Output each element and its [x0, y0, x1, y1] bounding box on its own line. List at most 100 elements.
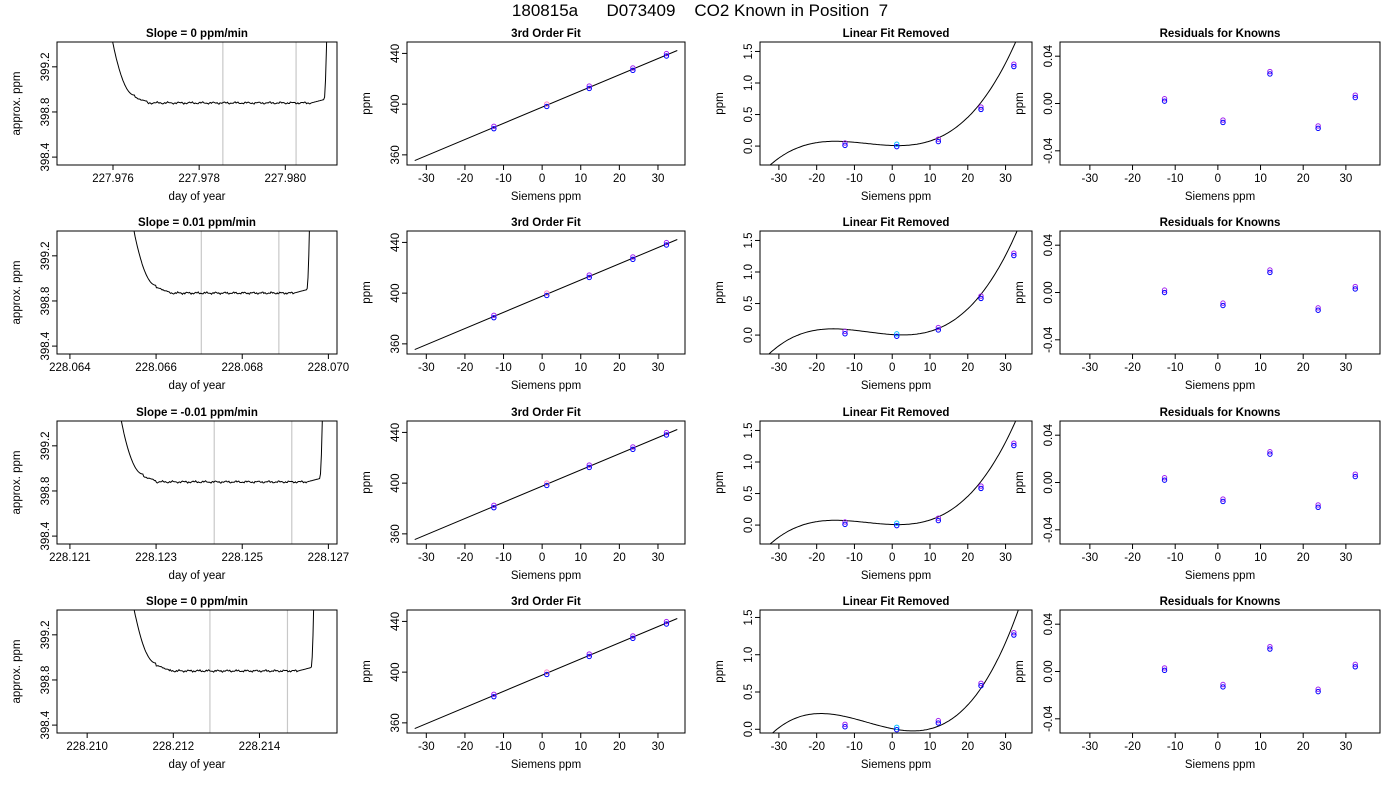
data-point [1161, 477, 1168, 483]
data-point [586, 462, 592, 468]
data-point [935, 324, 942, 331]
y-tick-label: 398.8 [40, 287, 52, 316]
data-point [1220, 302, 1226, 309]
y-tick-label: -0.04 [1043, 326, 1055, 353]
y-tick-label: 399.2 [40, 241, 52, 270]
x-tick-label: -30 [771, 362, 788, 374]
y-axis-label: ppm [714, 660, 726, 682]
data-point [544, 671, 550, 678]
y-tick-label: 440 [390, 233, 402, 252]
panel-title: Linear Fit Removed [843, 28, 950, 40]
x-tick-label: 228.064 [49, 362, 91, 374]
y-tick-label: 398.8 [40, 666, 52, 695]
y-tick-label: 0.04 [1043, 44, 1055, 67]
data-point [1220, 119, 1226, 126]
data-point [663, 621, 670, 627]
y-tick-label: 0.00 [1043, 471, 1055, 493]
x-tick-label: 227.978 [178, 173, 220, 185]
x-tick-label: 228.214 [239, 741, 281, 753]
chart-panel: 3rd Order Fit -30 -20 -10 0 10 20 30 360 400 440 Si… [361, 407, 686, 582]
x-axis-label: Siemens ppm [1185, 570, 1255, 582]
data-point [1011, 442, 1017, 449]
x-tick-label: 228.210 [66, 741, 108, 753]
x-tick-label: 30 [652, 741, 665, 753]
x-tick-label: 20 [961, 552, 974, 564]
data-point [663, 50, 670, 57]
plot-frame [406, 41, 686, 166]
y-tick-label: 0.00 [1043, 92, 1055, 114]
data-point [544, 103, 550, 110]
x-axis-label: Siemens ppm [511, 570, 581, 582]
panel-title: Linear Fit Removed [843, 596, 950, 608]
data-point [978, 683, 984, 689]
data-point [630, 444, 636, 450]
data-point [1315, 504, 1321, 511]
x-tick-label: 10 [1254, 173, 1267, 185]
data-point [1267, 643, 1273, 650]
x-axis-label: day of year [169, 759, 226, 771]
data-point [1011, 63, 1017, 70]
x-tick-label: 30 [652, 362, 665, 374]
chart-panel: Slope = 0 ppm/min 227.976 227.978 227.980 39… [11, 28, 338, 203]
x-tick-label: 10 [574, 362, 587, 374]
x-tick-label: -10 [846, 362, 863, 374]
data-point [935, 327, 942, 333]
chart-panel: 3rd Order Fit -30 -20 -10 0 10 20 30 360 400 440 Si… [361, 28, 686, 203]
y-tick-label: 398.4 [40, 521, 52, 550]
data-point [544, 480, 550, 486]
data-point [491, 125, 497, 132]
chart-panel: Slope = 0 ppm/min 228.210 228.212 228.214 39… [11, 596, 338, 771]
y-tick-label: 360 [390, 334, 402, 353]
x-tick-label: 10 [1254, 362, 1267, 374]
x-tick-label: -10 [846, 741, 863, 753]
y-tick-label: 360 [390, 524, 402, 543]
panel-title: 3rd Order Fit [511, 596, 581, 608]
plot-area [133, 231, 310, 354]
trace-line [120, 421, 323, 484]
data-point [935, 717, 942, 724]
x-tick-label: 0 [1215, 741, 1221, 753]
plot-frame [56, 609, 338, 734]
y-tick-label: 0.0 [743, 721, 755, 737]
plot-frame [759, 230, 1033, 355]
y-tick-label: 400 [390, 95, 402, 114]
y-tick-label: 1.0 [743, 264, 755, 280]
data-point [978, 293, 984, 299]
data-point [1315, 502, 1321, 508]
data-point [1352, 661, 1358, 668]
plot-frame [1059, 41, 1381, 166]
data-point [1315, 305, 1321, 311]
fit-curve [769, 42, 1017, 165]
y-axis-label: ppm [361, 281, 373, 303]
y-tick-label: 0.0 [743, 327, 755, 343]
data-point [1315, 686, 1321, 692]
y-axis-label: ppm [1014, 281, 1026, 303]
x-tick-label: 20 [1297, 552, 1310, 564]
y-tick-label: 398.4 [40, 331, 52, 360]
plot-area [120, 421, 323, 544]
trace-line [112, 42, 328, 105]
x-tick-label: 10 [574, 552, 587, 564]
x-axis-label: Siemens ppm [1185, 380, 1255, 392]
data-point [1220, 498, 1226, 505]
data-point [491, 502, 497, 508]
plot-area [771, 610, 1019, 733]
x-tick-label: 30 [999, 552, 1012, 564]
data-point [1011, 440, 1017, 446]
data-point [894, 331, 900, 337]
x-tick-label: 30 [1339, 173, 1352, 185]
fit-curve [768, 231, 1018, 354]
data-point [1161, 667, 1168, 674]
data-point [491, 691, 497, 697]
data-point [1220, 300, 1226, 306]
data-point [894, 727, 900, 733]
y-tick-label: 1.0 [743, 647, 755, 663]
x-tick-label: 20 [961, 173, 974, 185]
y-tick-label: 1.0 [743, 75, 755, 91]
x-tick-label: -10 [846, 173, 863, 185]
data-point [894, 724, 900, 731]
y-tick-label: 0.5 [743, 107, 755, 123]
y-axis-label: ppm [1014, 660, 1026, 682]
x-axis-label: Siemens ppm [861, 380, 931, 392]
data-point [1267, 269, 1273, 276]
